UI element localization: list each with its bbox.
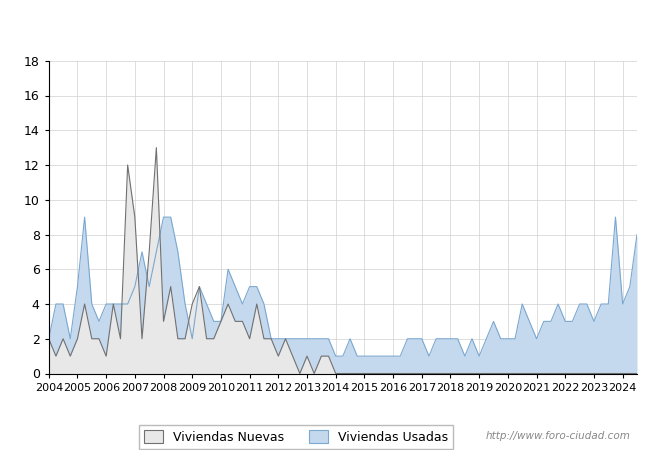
Text: http://www.foro-ciudad.com: http://www.foro-ciudad.com	[486, 431, 630, 441]
Text: Rubite - Evolucion del Nº de Transacciones Inmobiliarias: Rubite - Evolucion del Nº de Transaccion…	[120, 16, 530, 31]
Legend: Viviendas Nuevas, Viviendas Usadas: Viviendas Nuevas, Viviendas Usadas	[139, 425, 452, 449]
